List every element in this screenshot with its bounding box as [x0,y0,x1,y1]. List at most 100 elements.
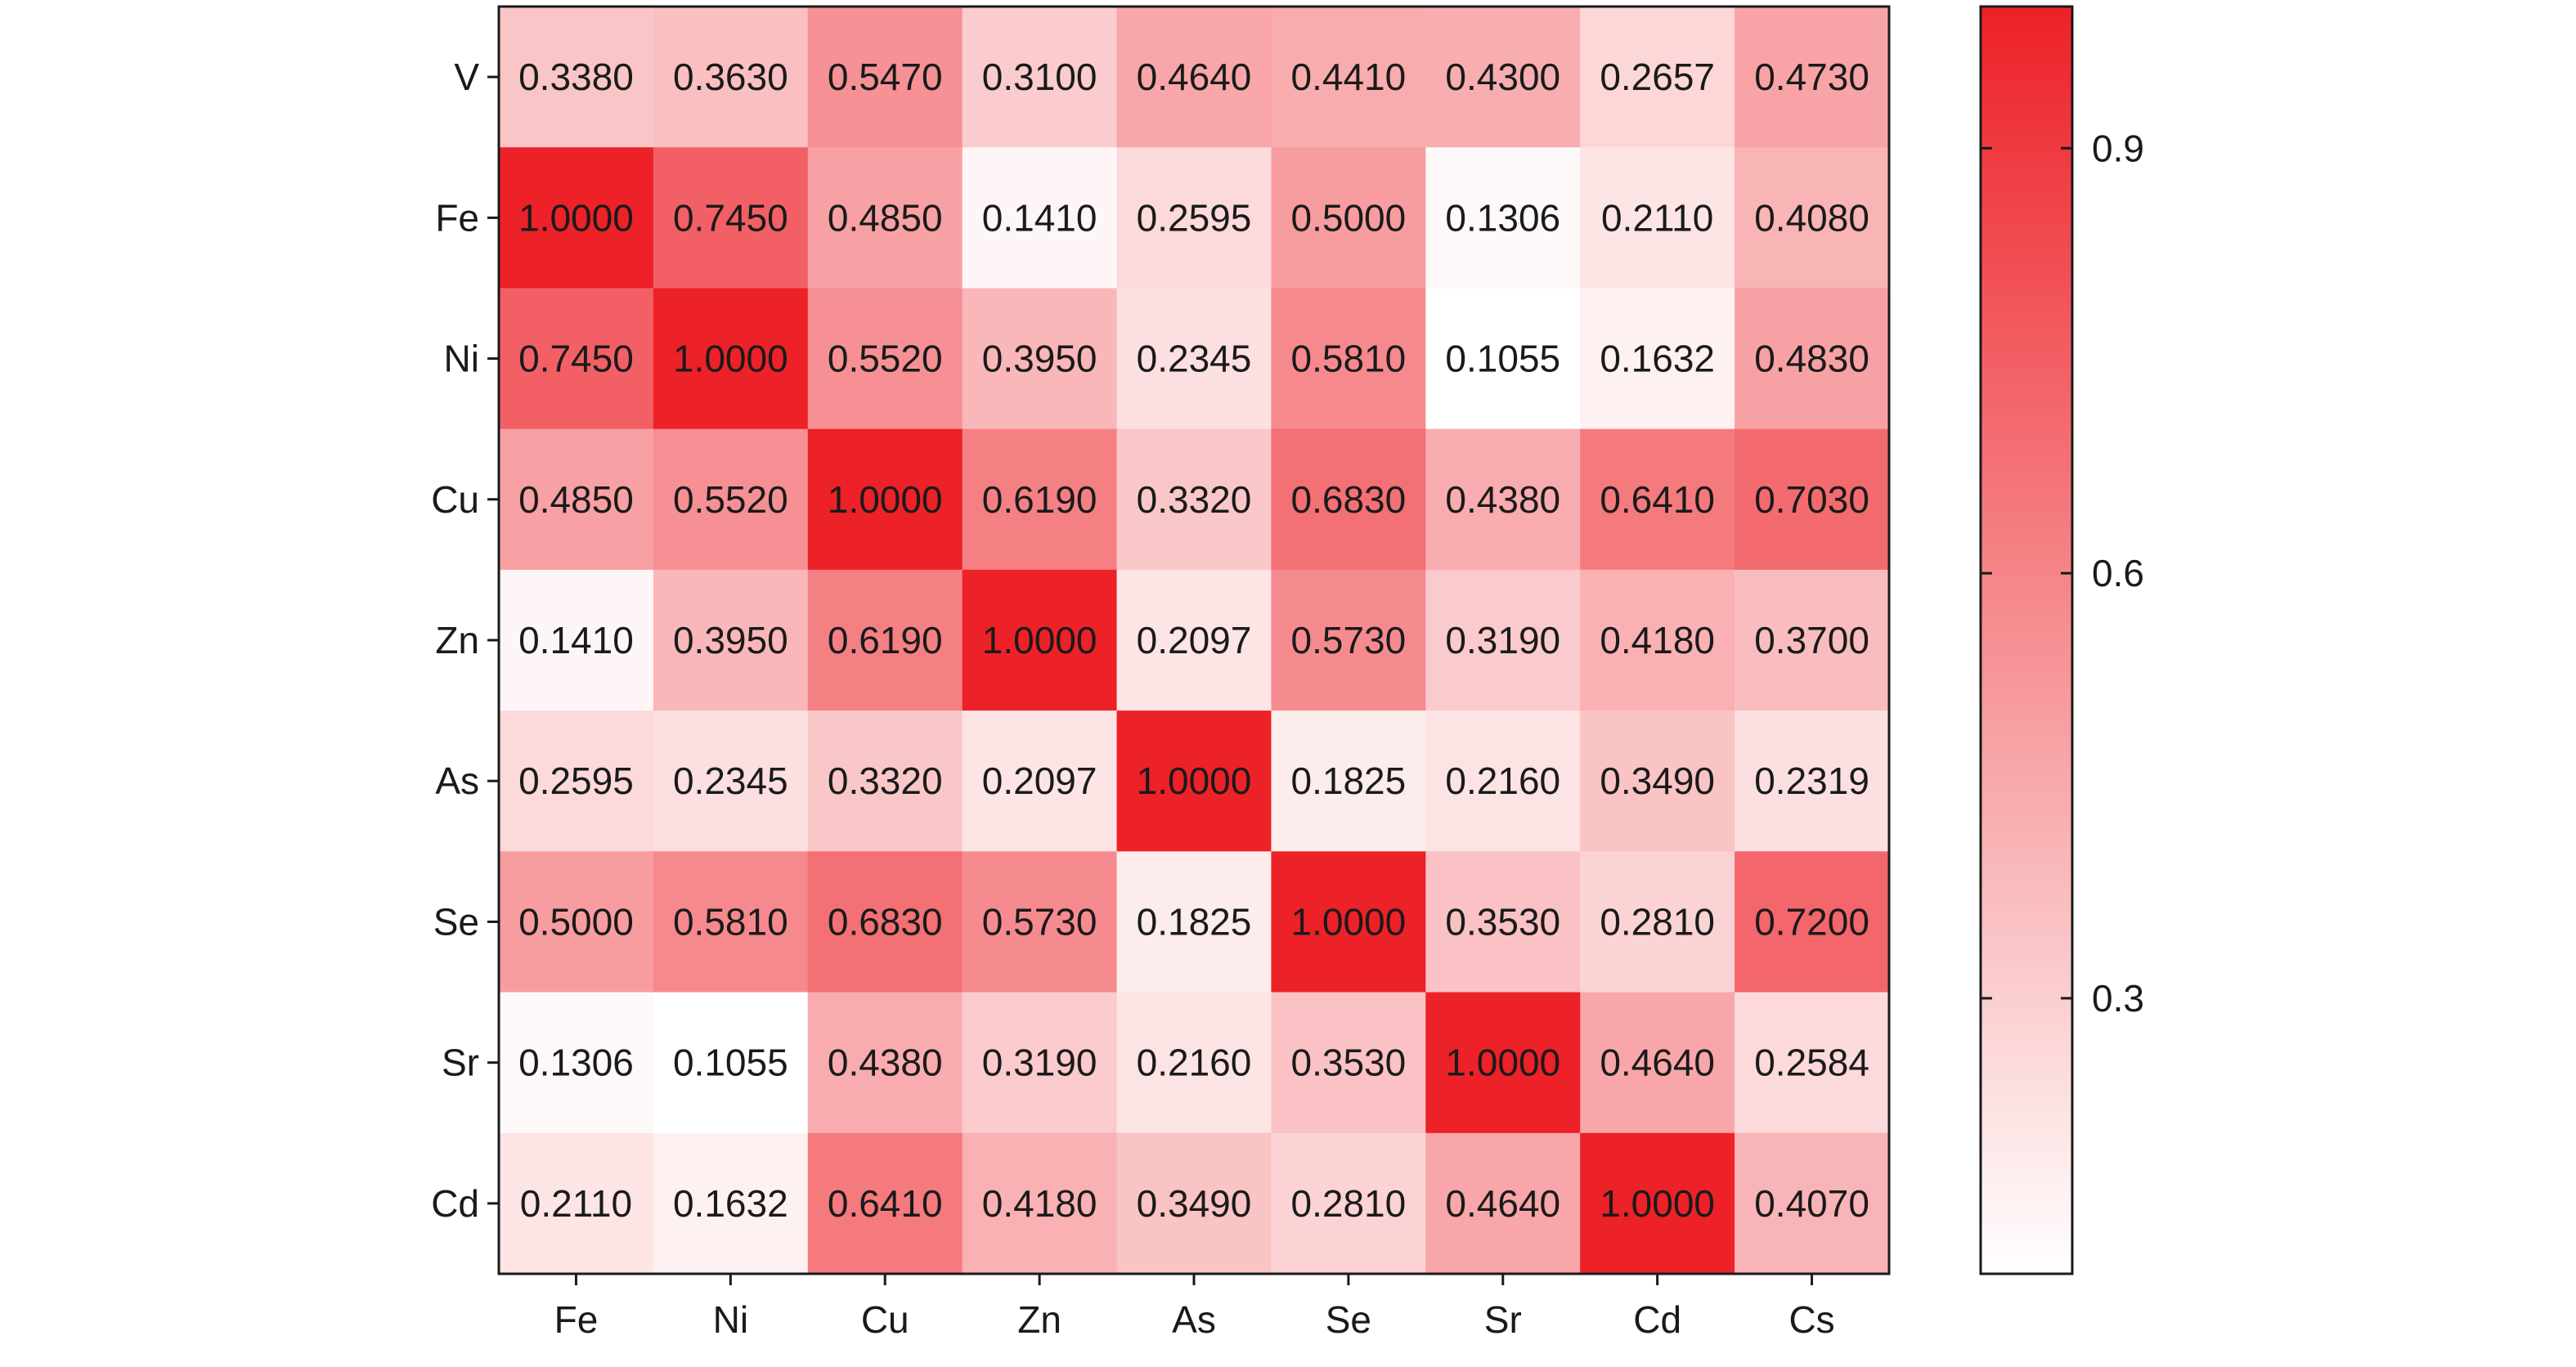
cell-value-label: 0.4830 [1754,338,1869,380]
y-tick-label: Zn [435,619,479,661]
heatmap-cell-cd-cu [807,1132,963,1275]
heatmap-cell-v-fe [499,7,654,148]
heatmap-cell-ni-cs [1735,288,1890,430]
y-tick-label: V [454,56,479,98]
heatmap-cell-ni-se [1271,288,1426,430]
cell-value-label: 0.4380 [828,1042,943,1084]
cell-value-label: 0.3100 [982,56,1097,98]
cell-value-label: 0.1055 [1445,338,1560,380]
cell-value-label: 1.0000 [1137,760,1252,802]
cell-value-label: 0.4070 [1754,1182,1869,1225]
cell-value-label: 0.7030 [1754,478,1869,521]
heatmap-cell-v-sr [1425,7,1581,148]
heatmap-cell-v-as [1116,7,1272,148]
cell-value-label: 0.4850 [518,478,634,521]
cell-value-label: 0.3530 [1445,900,1560,943]
cell-value-label: 0.5810 [1291,338,1407,380]
heatmap-cell-sr-fe [499,992,654,1134]
colorbar-tick-label: 0.6 [2092,552,2144,594]
heatmap-cell-cu-cs [1735,428,1890,571]
heatmap-cell-fe-fe [499,147,654,289]
cell-value-label: 0.1055 [673,1042,788,1084]
y-tick-label: Sr [442,1042,479,1084]
heatmap-cell-cd-se [1271,1132,1426,1275]
cell-value-label: 0.3950 [982,338,1097,380]
heatmap-cell-v-se [1271,7,1426,148]
heatmap-cell-ni-zn [962,288,1118,430]
heatmap-cell-sr-sr [1425,992,1581,1134]
cell-value-label: 0.7200 [1754,900,1869,943]
cell-value-label: 1.0000 [518,196,634,239]
cell-value-label: 1.0000 [982,619,1097,661]
cell-value-label: 0.4080 [1754,196,1869,239]
cell-value-label: 0.2110 [520,1182,632,1225]
cell-value-label: 0.4850 [828,196,943,239]
heatmap-cell-ni-cd [1580,288,1735,430]
x-tick-label: Sr [1484,1298,1522,1341]
cell-value-label: 0.4300 [1445,56,1560,98]
cell-value-label: 0.2160 [1137,1042,1252,1084]
heatmap-cell-sr-cd [1580,992,1735,1134]
cell-value-label: 1.0000 [673,338,788,380]
cell-value-label: 0.3530 [1291,1042,1407,1084]
x-tick-label: Cd [1633,1298,1681,1341]
cell-value-label: 0.2595 [1137,196,1252,239]
cell-value-label: 0.3950 [673,619,788,661]
cell-value-label: 0.4180 [1600,619,1715,661]
heatmap-cell-cd-cd [1580,1132,1735,1275]
heatmap-cell-cu-ni [653,428,809,571]
heatmap-cell-ni-sr [1425,288,1581,430]
cell-value-label: 0.4640 [1445,1182,1560,1225]
heatmap-cell-se-ni [653,851,809,993]
heatmap-cell-as-as [1116,710,1272,852]
cell-value-label: 0.6410 [1600,478,1715,521]
heatmap-cell-se-sr [1425,851,1581,993]
heatmap-cell-zn-ni [653,569,809,711]
heatmap-cell-se-cu [807,851,963,993]
cell-value-label: 0.1632 [1600,338,1715,380]
x-tick-label: Cu [861,1298,909,1341]
heatmap-cell-as-cd [1580,710,1735,852]
y-tick-label: As [435,760,479,802]
colorbar-gradient [1979,5,2074,1275]
heatmap-cell-fe-as [1116,147,1272,289]
cell-value-label: 0.3190 [1445,619,1560,661]
cell-value-label: 0.1306 [1445,196,1560,239]
cell-value-label: 0.5000 [1291,196,1407,239]
heatmap-cell-zn-cd [1580,569,1735,711]
heatmap-cell-as-zn [962,710,1118,852]
cell-value-label: 0.3630 [673,56,788,98]
heatmap-cell-fe-ni [653,147,809,289]
cell-value-label: 0.3320 [1137,478,1252,521]
heatmap-cell-zn-se [1271,569,1426,711]
cell-value-label: 0.5470 [828,56,943,98]
cell-value-label: 0.4640 [1137,56,1252,98]
heatmap-cells [499,7,1890,1275]
cell-value-label: 0.1410 [518,619,634,661]
cell-value-label: 0.5730 [982,900,1097,943]
cell-value-label: 1.0000 [1600,1182,1715,1225]
heatmap-cell-as-sr [1425,710,1581,852]
cell-value-label: 0.4410 [1291,56,1407,98]
heatmap-cell-se-cs [1735,851,1890,993]
heatmap-cell-cd-sr [1425,1132,1581,1275]
cell-value-label: 0.5520 [673,478,788,521]
heatmap-cell-as-se [1271,710,1426,852]
cell-value-label: 0.7450 [518,338,634,380]
heatmap-cell-se-se [1271,851,1426,993]
x-tick-label: Cs [1788,1298,1834,1341]
cell-value-label: 0.2810 [1600,900,1715,943]
heatmap-cell-ni-fe [499,288,654,430]
heatmap-cell-fe-cu [807,147,963,289]
heatmap-cell-v-zn [962,7,1118,148]
heatmap-cell-fe-se [1271,147,1426,289]
colorbar-tick-label: 0.9 [2092,127,2144,169]
y-axis: V Fe Ni Cu Zn As Se Sr Cd [431,56,499,1225]
heatmap-cell-v-cd [1580,7,1735,148]
heatmap-cell-zn-fe [499,569,654,711]
heatmap-cell-v-ni [653,7,809,148]
heatmap-cell-fe-cd [1580,147,1735,289]
cell-value-label: 0.3700 [1754,619,1869,661]
cell-value-label: 0.3490 [1137,1182,1252,1225]
cell-value-label: 0.3320 [828,760,943,802]
